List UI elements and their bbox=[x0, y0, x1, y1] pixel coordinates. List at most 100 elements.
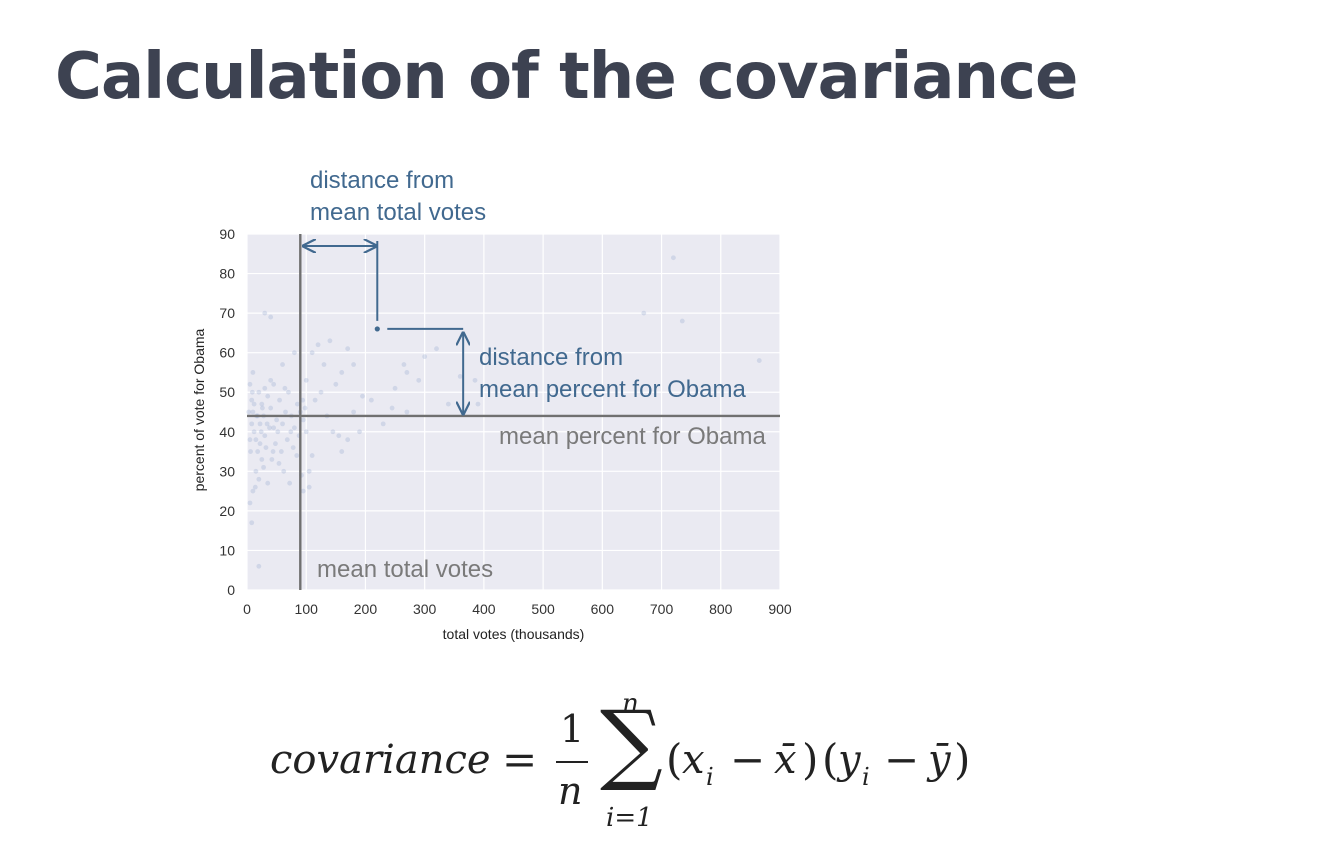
data-point bbox=[277, 397, 282, 403]
data-point bbox=[248, 449, 253, 454]
data-point bbox=[249, 397, 255, 403]
data-point bbox=[291, 350, 297, 356]
data-point bbox=[257, 441, 263, 447]
data-point bbox=[345, 437, 351, 443]
data-point bbox=[416, 377, 422, 383]
y-tick-label: 0 bbox=[227, 582, 235, 598]
data-point bbox=[276, 461, 282, 466]
data-point bbox=[339, 370, 345, 375]
data-point bbox=[286, 389, 291, 395]
data-point bbox=[265, 480, 271, 486]
data-point bbox=[287, 480, 293, 486]
data-point bbox=[321, 362, 327, 367]
y-tick-label: 30 bbox=[219, 463, 235, 479]
data-point bbox=[330, 429, 336, 435]
data-point bbox=[475, 401, 481, 407]
data-point bbox=[261, 464, 266, 470]
x-tick-label: 600 bbox=[591, 601, 615, 617]
data-point bbox=[641, 310, 647, 316]
data-point bbox=[269, 457, 275, 462]
formula-sum-sign: ∑ bbox=[600, 691, 663, 794]
annotation-mean-x: mean total votes bbox=[317, 556, 493, 583]
data-point bbox=[264, 421, 270, 427]
data-point bbox=[315, 342, 321, 348]
data-point bbox=[265, 393, 271, 399]
data-point bbox=[274, 417, 280, 423]
formula-minus-2: − bbox=[884, 735, 920, 784]
formula-fraction-denominator: n bbox=[558, 769, 583, 813]
mean-lines bbox=[247, 234, 780, 590]
data-point bbox=[756, 358, 762, 363]
x-tick-labels: 0 100 200 300 400 500 600 700 800 900 bbox=[243, 601, 792, 617]
data-point bbox=[392, 385, 398, 391]
data-point bbox=[255, 449, 261, 454]
data-point bbox=[380, 421, 386, 427]
y-tick-label: 80 bbox=[219, 266, 235, 282]
x-axis-label: total votes (thousands) bbox=[443, 626, 585, 642]
data-point bbox=[278, 449, 284, 454]
grid-lines bbox=[246, 233, 781, 591]
data-point bbox=[300, 488, 306, 494]
annotation-mean-y: mean percent for Obama bbox=[499, 423, 766, 450]
data-point bbox=[291, 425, 297, 431]
data-point bbox=[404, 409, 410, 415]
page-title: Calculation of the covariance bbox=[55, 40, 1078, 114]
y-tick-label: 50 bbox=[219, 384, 235, 400]
formula-y-subscript: i bbox=[862, 763, 870, 791]
data-point bbox=[252, 484, 258, 490]
y-tick-label: 70 bbox=[219, 305, 235, 321]
data-point bbox=[258, 429, 264, 435]
data-point bbox=[262, 433, 268, 439]
data-point bbox=[283, 409, 288, 415]
data-point bbox=[247, 437, 253, 443]
data-point bbox=[339, 449, 345, 454]
data-point bbox=[472, 377, 478, 383]
x-tick-label: 300 bbox=[413, 601, 437, 617]
data-point bbox=[268, 314, 274, 320]
data-point bbox=[327, 338, 333, 344]
data-point bbox=[262, 310, 268, 316]
data-point bbox=[306, 468, 312, 474]
data-point bbox=[404, 370, 410, 375]
data-point bbox=[300, 417, 306, 423]
data-point bbox=[256, 563, 262, 569]
data-point bbox=[288, 429, 294, 435]
annotation-distance-x-line2: mean total votes bbox=[310, 199, 486, 226]
data-point bbox=[251, 429, 257, 435]
x-tick-label: 400 bbox=[472, 601, 496, 617]
data-point bbox=[251, 401, 257, 407]
x-tick-label: 200 bbox=[354, 601, 378, 617]
data-point bbox=[309, 350, 315, 356]
data-point bbox=[294, 401, 300, 407]
annotation-distance-y-line2: mean percent for Obama bbox=[479, 376, 746, 403]
data-point bbox=[267, 425, 272, 431]
data-point bbox=[253, 468, 259, 474]
plot-area bbox=[247, 234, 780, 590]
data-point bbox=[249, 389, 255, 395]
data-point bbox=[445, 401, 451, 407]
data-point bbox=[250, 409, 256, 415]
data-point bbox=[389, 405, 395, 411]
data-point bbox=[249, 421, 255, 427]
data-point bbox=[268, 405, 274, 411]
formula-x-subscript: i bbox=[706, 763, 714, 791]
y-axis-label: percent of vote for Obama bbox=[191, 328, 207, 491]
data-point bbox=[247, 381, 253, 387]
data-point bbox=[357, 429, 362, 435]
annotation-distance-y-line1: distance from bbox=[479, 344, 623, 371]
annotation-distance-x-line1: distance from bbox=[310, 167, 454, 194]
data-point bbox=[262, 385, 268, 391]
formula-paren-open-2: ( bbox=[822, 735, 839, 784]
data-point bbox=[280, 362, 285, 367]
data-point bbox=[434, 346, 439, 352]
data-point bbox=[671, 255, 676, 261]
data-point bbox=[345, 346, 351, 352]
formula-lhs: covariance bbox=[270, 737, 491, 783]
data-point bbox=[679, 318, 685, 324]
data-point bbox=[250, 488, 256, 494]
data-point bbox=[284, 437, 290, 443]
formula-fraction-numerator: 1 bbox=[560, 707, 585, 751]
y-tick-label: 60 bbox=[219, 345, 235, 361]
data-point bbox=[259, 401, 265, 407]
